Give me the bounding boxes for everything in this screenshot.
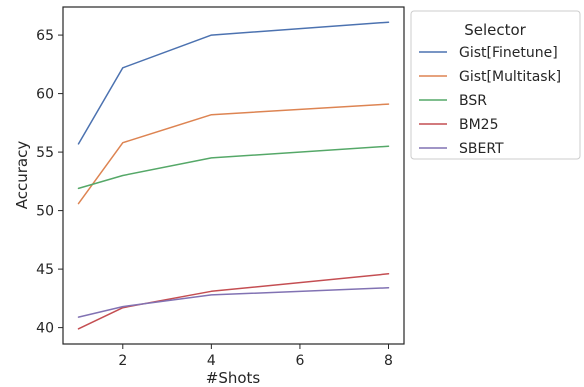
y-tick-label: 65 <box>36 28 54 44</box>
series-line-gist-finetune <box>77 21 390 145</box>
x-tick-label: 6 <box>295 353 304 369</box>
y-axis: 40 45 50 55 60 65 <box>36 28 63 337</box>
legend: Selector Gist[Finetune] Gist[Multitask] BS… <box>410 10 581 160</box>
y-tick-label: 55 <box>36 145 54 161</box>
plot-frame <box>62 6 405 345</box>
x-axis-label: #Shots <box>206 369 261 387</box>
legend-label-bm25: BM25 <box>459 117 499 133</box>
x-tick-label: 2 <box>118 353 127 369</box>
series-line-bm25 <box>77 273 390 330</box>
legend-box <box>410 10 581 160</box>
series-line-bsr <box>77 145 390 190</box>
series-line-gist-multitask <box>77 103 390 205</box>
legend-label-sbert: SBERT <box>459 141 504 157</box>
legend-label-bsr: BSR <box>459 93 487 109</box>
y-tick-label: 45 <box>36 262 54 278</box>
legend-entries: Gist[Finetune] Gist[Multitask] BSR BM25 SBER… <box>419 45 561 157</box>
legend-label-gist-finetune: Gist[Finetune] <box>459 45 558 61</box>
legend-label-gist-multitask: Gist[Multitask] <box>459 69 561 85</box>
y-tick-label: 40 <box>36 321 54 337</box>
series-line-sbert <box>77 287 390 318</box>
x-tick-label: 8 <box>384 353 393 369</box>
x-axis: 2 4 6 8 <box>118 344 393 369</box>
series-lines <box>77 21 390 330</box>
legend-title: Selector <box>464 21 526 39</box>
x-tick-label: 4 <box>207 353 216 369</box>
y-axis-label: Accuracy <box>13 141 31 210</box>
y-tick-label: 60 <box>36 87 54 103</box>
y-tick-label: 50 <box>36 204 54 220</box>
